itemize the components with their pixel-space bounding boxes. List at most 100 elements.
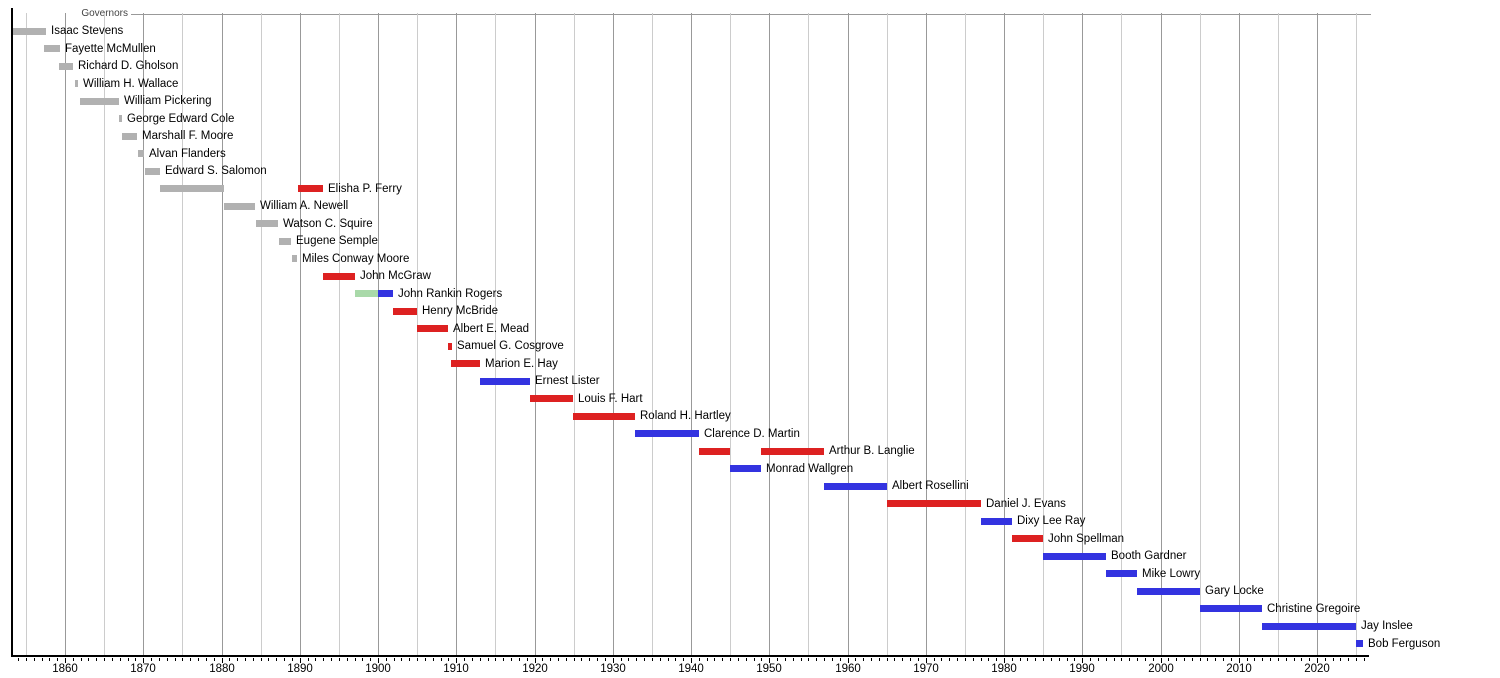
axis-minor-tick (503, 658, 504, 661)
axis-tick-label: 1990 (1069, 663, 1095, 675)
axis-tick-label: 1900 (365, 663, 391, 675)
axis-minor-tick (1168, 658, 1169, 661)
axis-minor-tick (550, 658, 551, 661)
axis-minor-tick (761, 658, 762, 661)
axis-minor-tick (57, 658, 58, 661)
axis-minor-tick (1121, 658, 1122, 661)
axis-minor-tick (855, 658, 856, 661)
x-axis-line (11, 655, 1369, 657)
axis-minor-tick (448, 658, 449, 661)
axis-minor-tick (1270, 658, 1271, 661)
axis-minor-tick (730, 658, 731, 661)
axis-tick-label: 1940 (678, 663, 704, 675)
axis-minor-tick (464, 658, 465, 661)
axis-major-tick (1004, 658, 1005, 663)
axis-minor-tick (1192, 658, 1193, 661)
axis-minor-tick (832, 658, 833, 661)
governor-label: Fayette McMullen (65, 43, 156, 55)
axis-minor-tick (331, 658, 332, 661)
governor-term-bar (730, 465, 761, 472)
governor-term-bar (1137, 588, 1200, 595)
axis-minor-tick (816, 658, 817, 661)
axis-minor-tick (785, 658, 786, 661)
governor-term-bar (224, 203, 255, 210)
governor-label: Isaac Stevens (51, 25, 124, 37)
governor-term-bar (573, 413, 635, 420)
axis-minor-tick (808, 658, 809, 661)
gridline-decade (1004, 13, 1005, 656)
axis-minor-tick (261, 658, 262, 661)
axis-minor-tick (182, 658, 183, 661)
axis-minor-tick (1043, 658, 1044, 661)
axis-minor-tick (636, 658, 637, 661)
governor-term-bar (59, 63, 73, 70)
governor-label: Eugene Semple (296, 235, 378, 247)
axis-minor-tick (253, 658, 254, 661)
gridline-5yr (1200, 13, 1201, 656)
governor-label: Roland H. Hartley (640, 410, 731, 422)
axis-minor-tick (26, 658, 27, 661)
gridline-decade (535, 13, 536, 656)
governor-label: Daniel J. Evans (986, 498, 1066, 510)
gridline-decade (1082, 13, 1083, 656)
axis-minor-tick (675, 658, 676, 661)
governor-label: Samuel G. Cosgrove (457, 340, 564, 352)
axis-minor-tick (1067, 658, 1068, 661)
axis-minor-tick (621, 658, 622, 661)
axis-minor-tick (495, 658, 496, 661)
gridline-decade (456, 13, 457, 656)
governor-label: Miles Conway Moore (302, 253, 410, 265)
governor-term-bar (699, 448, 730, 455)
governor-label: John Rankin Rogers (398, 288, 503, 300)
axis-minor-tick (339, 658, 340, 661)
governor-term-bar (981, 518, 1012, 525)
axis-minor-tick (644, 658, 645, 661)
axis-tick-label: 1920 (522, 663, 548, 675)
axis-minor-tick (801, 658, 802, 661)
axis-minor-tick (863, 658, 864, 661)
axis-minor-tick (683, 658, 684, 661)
governor-label: Watson C. Squire (283, 218, 373, 230)
governor-label: Arthur B. Langlie (829, 445, 915, 457)
gridline-5yr (1043, 13, 1044, 656)
axis-tick-label: 1950 (756, 663, 782, 675)
axis-minor-tick (1325, 658, 1326, 661)
axis-minor-tick (777, 658, 778, 661)
axis-minor-tick (386, 658, 387, 661)
axis-minor-tick (941, 658, 942, 661)
axis-minor-tick (628, 658, 629, 661)
axis-minor-tick (425, 658, 426, 661)
governor-term-bar (761, 448, 824, 455)
axis-minor-tick (957, 658, 958, 661)
axis-minor-tick (918, 658, 919, 661)
gridline-5yr (965, 13, 966, 656)
axis-minor-tick (355, 658, 356, 661)
governor-term-bar (323, 273, 355, 280)
axis-major-tick (1239, 658, 1240, 663)
axis-minor-tick (214, 658, 215, 661)
axis-minor-tick (879, 658, 880, 661)
axis-tick-label: 1960 (835, 663, 861, 675)
gridline-decade (613, 13, 614, 656)
axis-minor-tick (566, 658, 567, 661)
governor-label: Louis F. Hart (578, 393, 643, 405)
axis-minor-tick (362, 658, 363, 661)
governor-label: William H. Wallace (83, 78, 179, 90)
gridline-decade (769, 13, 770, 656)
axis-major-tick (65, 658, 66, 663)
axis-major-tick (143, 658, 144, 663)
axis-minor-tick (1145, 658, 1146, 661)
governor-term-bar (393, 308, 417, 315)
governor-label: Dixy Lee Ray (1017, 515, 1086, 527)
axis-tick-label: 1970 (913, 663, 939, 675)
gridline-decade (143, 13, 144, 656)
axis-minor-tick (34, 658, 35, 661)
y-axis-line (11, 8, 13, 656)
gridline-decade (1317, 13, 1318, 656)
governor-term-bar (451, 360, 480, 367)
axis-minor-tick (409, 658, 410, 661)
axis-minor-tick (42, 658, 43, 661)
axis-tick-label: 2020 (1304, 663, 1330, 675)
title-line (131, 14, 1371, 15)
axis-minor-tick (1200, 658, 1201, 661)
